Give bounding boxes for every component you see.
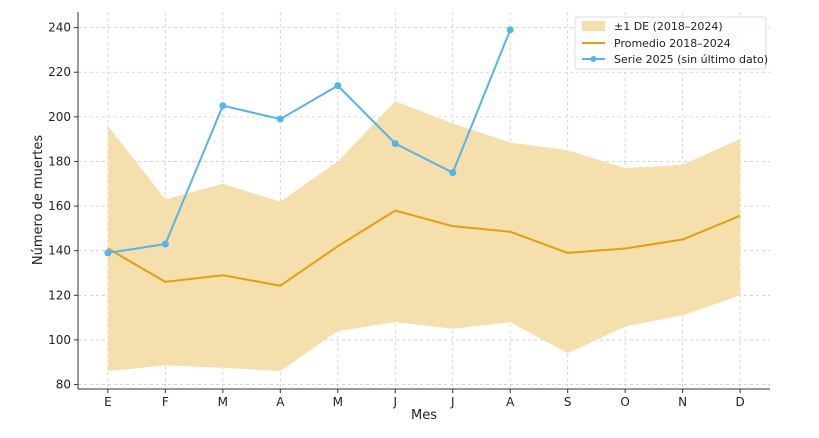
legend-2025-marker (590, 56, 597, 62)
y-tick-label: 80 (56, 378, 71, 392)
x-tick-label: J (450, 395, 455, 409)
series-marker-1 (219, 102, 227, 110)
series-line-0 (107, 209, 741, 287)
axes: 80 100 120 140 160 180 200 220 240 E F M A M J J A S O N D (48, 12, 770, 409)
series-marker-1 (391, 140, 399, 148)
legend-mean-label: Promedio 2018–2024 (614, 37, 731, 50)
std-band (107, 101, 741, 372)
x-tick-label: S (564, 395, 572, 409)
y-tick-label: 180 (48, 154, 71, 168)
x-tick-label: A (276, 395, 285, 409)
y-tick-label: 220 (48, 65, 71, 79)
x-tick-label: M (333, 395, 343, 409)
x-tick-label: O (620, 395, 629, 409)
legend-2025-label: Serie 2025 (sin último dato) (614, 53, 768, 66)
series-line-1 (107, 29, 512, 254)
x-tick-label: A (506, 395, 515, 409)
y-tick-label: 160 (48, 199, 71, 213)
legend: ±1 DE (2018–2024) Promedio 2018–2024 Ser… (574, 16, 768, 70)
x-tick-label: D (735, 395, 744, 409)
band-layer (107, 101, 741, 372)
legend-band-label: ±1 DE (2018–2024) (614, 20, 723, 33)
series-marker-1 (276, 115, 284, 123)
lines-layer (104, 26, 741, 287)
legend-band-swatch (582, 21, 605, 31)
y-tick-label: 120 (48, 288, 71, 302)
series-marker-1 (104, 249, 112, 257)
series-marker-1 (506, 26, 514, 34)
x-axis-label: Mes (411, 408, 437, 423)
series-marker-1 (334, 82, 342, 90)
y-tick-label: 140 (48, 244, 71, 258)
series-marker-1 (449, 169, 457, 177)
y-tick-label: 200 (48, 110, 71, 124)
y-axis-label: Número de muertes (31, 135, 46, 265)
legend-box (574, 16, 767, 70)
x-tick-label: N (678, 395, 687, 409)
y-tick-label: 240 (48, 21, 71, 35)
x-tick-label: F (162, 395, 169, 409)
x-tick-label: J (392, 395, 397, 409)
x-tick-label: M (218, 395, 228, 409)
series-marker-1 (161, 240, 169, 248)
x-tick-label: E (104, 395, 112, 409)
y-tick-label: 100 (48, 333, 71, 347)
